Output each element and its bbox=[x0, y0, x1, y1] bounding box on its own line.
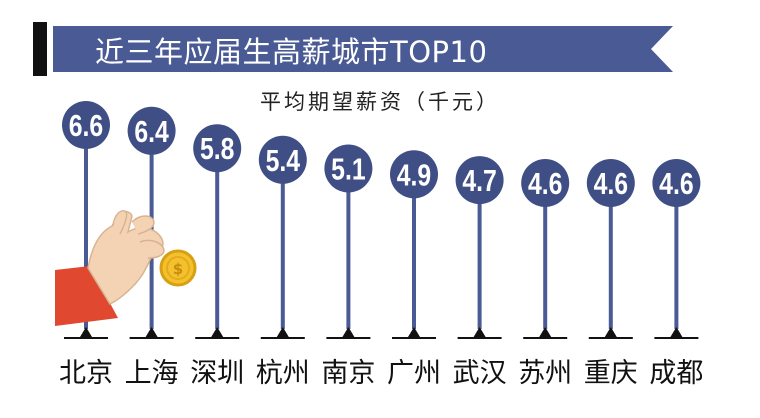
value-label: 5.8 bbox=[200, 132, 234, 166]
value-label: 4.6 bbox=[594, 166, 628, 200]
value-label: 5.1 bbox=[331, 152, 365, 186]
chart-markers: 6.6 6.4 5.8 5.4 5.1 4.9 4.7 4.6 4.6 4.6 bbox=[62, 101, 701, 207]
stem-base-triangle bbox=[145, 327, 158, 337]
value-label: 4.9 bbox=[397, 158, 431, 192]
value-label: 6.6 bbox=[69, 108, 103, 142]
stem-base-triangle bbox=[473, 327, 486, 337]
stem-base-triangle bbox=[211, 327, 224, 337]
value-marker bbox=[455, 156, 504, 205]
thumb-icon bbox=[139, 239, 165, 259]
title-banner: 近三年应届生高薪城市TOP10 bbox=[33, 22, 673, 76]
value-marker bbox=[324, 144, 373, 193]
city-label: 苏州 bbox=[518, 358, 572, 389]
stem-base-triangle bbox=[342, 327, 355, 337]
value-marker bbox=[62, 101, 110, 149]
city-label: 重庆 bbox=[584, 358, 638, 389]
value-marker bbox=[193, 124, 242, 173]
city-label: 武汉 bbox=[453, 358, 507, 389]
value-label: 4.6 bbox=[659, 166, 693, 200]
stem-base-triangle bbox=[276, 327, 289, 337]
city-label: 广州 bbox=[387, 358, 441, 389]
value-marker bbox=[127, 106, 176, 155]
stem-base-triangle bbox=[80, 327, 92, 337]
value-label: 5.4 bbox=[266, 143, 301, 177]
stem-base-triangle bbox=[408, 327, 420, 337]
coin-inner-ring bbox=[166, 256, 190, 280]
finger-icon bbox=[131, 215, 155, 235]
value-marker bbox=[652, 159, 701, 207]
banner-shape bbox=[33, 22, 673, 76]
stem-base-triangle bbox=[604, 327, 617, 337]
value-marker bbox=[390, 150, 438, 199]
page-title: 近三年应届生高薪城市TOP10 bbox=[95, 35, 488, 69]
value-marker bbox=[521, 159, 570, 207]
banner-accent-bar bbox=[33, 22, 47, 76]
city-label: 南京 bbox=[321, 358, 375, 389]
sleeve-cuff-icon bbox=[55, 266, 118, 326]
value-marker bbox=[258, 135, 307, 184]
banner-ribbon bbox=[53, 26, 673, 72]
stem-base-triangle bbox=[670, 327, 683, 337]
value-label: 4.7 bbox=[462, 163, 496, 197]
city-label: 上海 bbox=[125, 358, 179, 389]
city-label: 成都 bbox=[649, 358, 703, 389]
dollar-coin-icon bbox=[159, 249, 197, 287]
coin-dollar-glyph: $ bbox=[173, 260, 183, 278]
city-label: 深圳 bbox=[190, 358, 244, 389]
city-label: 北京 bbox=[59, 358, 113, 389]
value-marker bbox=[586, 159, 635, 207]
value-label: 6.4 bbox=[134, 114, 169, 148]
hand-holding-coin-icon: $ bbox=[55, 210, 197, 326]
finger-icon bbox=[112, 210, 128, 235]
chart-stems bbox=[64, 125, 699, 339]
chart-city-labels: 北京 上海 深圳 杭州 南京 广州 武汉 苏州 重庆 成都 bbox=[59, 358, 703, 389]
value-label: 4.6 bbox=[528, 166, 562, 200]
stem-base-triangle bbox=[539, 327, 552, 337]
chart-subtitle: 平均期望薪资（千元） bbox=[260, 90, 500, 114]
city-label: 杭州 bbox=[256, 358, 310, 389]
